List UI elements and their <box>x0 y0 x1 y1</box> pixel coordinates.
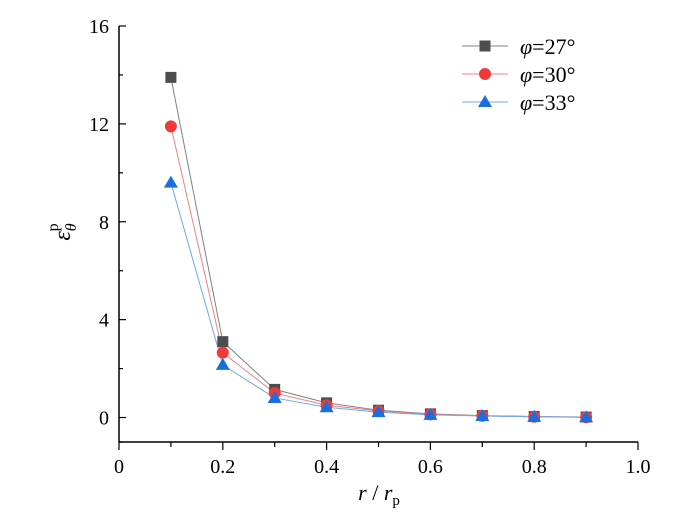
legend-marker-1 <box>479 68 491 80</box>
x-tick-label: 0 <box>114 456 124 478</box>
svg-text:εθp: εθp <box>45 223 80 240</box>
y-tick-label: 16 <box>89 16 109 38</box>
data-point-series-0 <box>165 71 177 83</box>
data-point-series-2 <box>423 407 438 420</box>
plot-area <box>163 71 594 424</box>
legend: φ=27° φ=30° φ=33° <box>462 34 575 115</box>
legend-label-1: φ=30° <box>520 62 575 87</box>
data-point-series-2 <box>475 409 490 422</box>
data-point-series-2 <box>527 409 542 422</box>
data-point-series-1 <box>216 346 229 359</box>
data-point-series-2 <box>371 405 386 418</box>
series-line-0 <box>170 77 587 418</box>
x-tick-label: 1.0 <box>626 456 651 478</box>
y-axis-label: εθp <box>45 223 80 240</box>
legend-marker-2 <box>478 95 492 107</box>
x-tick-label: 0.6 <box>418 456 443 478</box>
series-line-1 <box>170 126 587 418</box>
data-point-series-2 <box>163 175 178 188</box>
y-tick-label: 12 <box>89 114 109 136</box>
y-tick-label: 4 <box>99 310 109 332</box>
series-line-2 <box>170 182 587 418</box>
y-tick-label: 8 <box>99 212 109 234</box>
legend-label-2: φ=33° <box>520 90 575 115</box>
data-point-series-2 <box>319 400 334 413</box>
data-point-series-1 <box>164 120 177 133</box>
x-tick-label: 0.2 <box>210 456 235 478</box>
x-tick-label: 0.8 <box>522 456 547 478</box>
x-tick-label: 0.4 <box>314 456 339 478</box>
y-tick-label: 0 <box>99 408 109 430</box>
legend-marker-0 <box>479 40 491 52</box>
legend-label-0: φ=27° <box>520 34 575 59</box>
data-point-series-2 <box>267 390 282 403</box>
x-axis-label: r / rp <box>358 480 400 509</box>
axes: 0 4 8 12 16 0 0.2 0.4 0.6 0.8 1.0 <box>89 16 651 478</box>
data-point-series-2 <box>579 410 594 423</box>
data-point-series-2 <box>215 357 230 370</box>
data-point-series-0 <box>217 336 229 348</box>
